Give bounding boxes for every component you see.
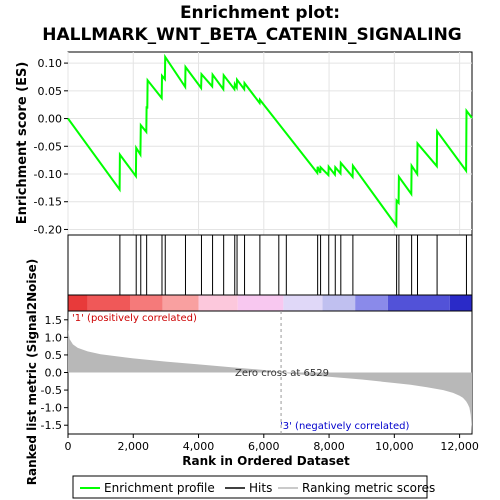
zero-cross-label: Zero cross at 6529 (235, 368, 329, 379)
x-tick-label: 6,000 (248, 440, 280, 453)
ranked-y-tick-label: 1.0 (45, 331, 63, 344)
heatmap-segment (130, 295, 163, 311)
es-y-tick-label: 0.10 (38, 57, 63, 70)
heatmap-segment (68, 295, 88, 311)
heatmap-segment (87, 295, 131, 311)
es-y-tick-label: 0.00 (38, 113, 63, 126)
es-panel: 0.10 0.05 0.00 -0.05 -0.10 -0.15 -0.20 (34, 51, 473, 236)
x-tick-label: 10,000 (375, 440, 414, 453)
legend-box (72, 475, 428, 499)
x-axis-ticks: 0 2,000 4,000 6,000 8,000 10,000 12,000 (65, 434, 479, 453)
x-tick-label: 8,000 (313, 440, 345, 453)
ranked-y-tick-label: 1.5 (45, 314, 63, 327)
ranking-metric-area (68, 309, 472, 434)
heatmap-segment (449, 295, 472, 311)
ranked-y-ticks: 1.5 1.0 0.5 0.0 -0.5 -1.0 -1.5 (41, 314, 68, 432)
x-tick-label: 4,000 (183, 440, 215, 453)
es-y-tick-label: 0.05 (38, 85, 63, 98)
es-y-tick-label: -0.15 (34, 196, 62, 209)
es-y-ticks: 0.10 0.05 0.00 -0.05 -0.10 -0.15 -0.20 (34, 57, 68, 236)
hits-panel (67, 234, 473, 312)
legend: Enrichment profile Hits Ranking metric s… (72, 475, 435, 499)
es-y-tick-label: -0.10 (34, 168, 62, 181)
heatmap-segment (198, 295, 238, 311)
ranked-metric-panel: 1.5 1.0 0.5 0.0 -0.5 -1.0 -1.5 '1' (positively… (41, 309, 473, 435)
heatmap-segment (283, 295, 323, 311)
legend-ranking-label: Ranking metric scores (302, 481, 435, 495)
heatmap-segment (322, 295, 356, 311)
x-tick-label: 0 (65, 440, 72, 453)
legend-enrichment-label: Enrichment profile (104, 481, 215, 495)
es-y-tick-label: -0.05 (34, 140, 62, 153)
ranked-y-tick-label: 0.0 (45, 367, 63, 380)
ranked-y-tick-label: -1.0 (41, 402, 62, 415)
heatmap-segment (162, 295, 199, 311)
ranked-y-tick-label: -1.5 (41, 419, 62, 432)
title-line-2: HALLMARK_WNT_BETA_CATENIN_SIGNALING (42, 25, 462, 45)
ranked-y-tick-label: 0.5 (45, 349, 63, 362)
x-axis-label: Rank in Ordered Dataset (182, 454, 350, 468)
negative-correlation-label: '3' (negatively correlated) (280, 421, 409, 432)
es-y-axis-label: Enrichment score (ES) (15, 62, 30, 225)
es-y-tick-label: -0.20 (34, 223, 62, 236)
x-tick-label: 2,000 (118, 440, 150, 453)
ranked-heatmap-bar (67, 294, 473, 312)
hit-lines (119, 235, 467, 295)
enrichment-profile-line (67, 53, 473, 229)
ranked-y-axis-label: Ranked list metric (Signal2Noise) (25, 259, 39, 486)
legend-hits-label: Hits (249, 481, 272, 495)
x-tick-label: 12,000 (440, 440, 479, 453)
positive-correlation-label: '1' (positively correlated) (72, 313, 197, 324)
heatmap-segment (237, 295, 284, 311)
title-line-1: Enrichment plot: (180, 3, 340, 23)
heatmap-segment (355, 295, 388, 311)
heatmap-segment (387, 295, 450, 311)
ranked-y-tick-label: -0.5 (41, 384, 62, 397)
